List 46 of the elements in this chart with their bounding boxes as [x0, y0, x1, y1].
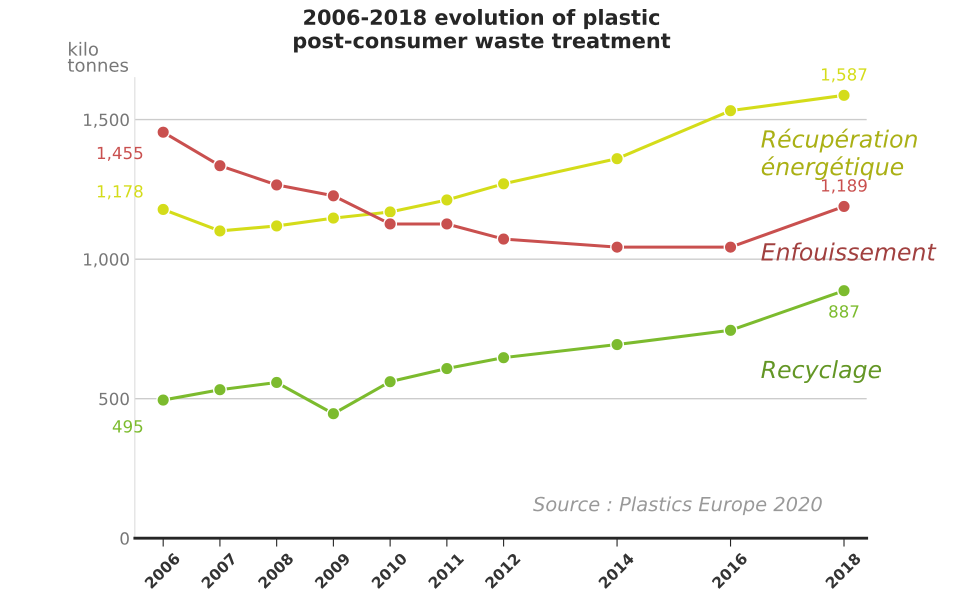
point	[440, 217, 454, 231]
point	[156, 393, 170, 408]
point	[156, 202, 170, 216]
point	[496, 176, 511, 191]
data-label: 495	[112, 420, 142, 433]
point	[270, 218, 284, 233]
point	[212, 158, 227, 173]
series-label: Enfouissement	[761, 242, 936, 261]
y-tick-label: 1,000	[84, 253, 129, 268]
data-label: 887	[829, 305, 858, 318]
data-label: 1,455	[98, 146, 142, 161]
series-label: Recyclage	[761, 360, 882, 383]
point	[724, 240, 738, 254]
point	[610, 338, 624, 352]
point	[440, 193, 454, 207]
point	[837, 199, 851, 214]
data-label: 1,587	[822, 68, 866, 82]
y-tick-label: 0	[120, 532, 129, 545]
y-tick-label: 1,500	[84, 114, 129, 128]
point	[496, 350, 511, 365]
point	[724, 104, 738, 118]
point	[212, 224, 227, 238]
point	[496, 232, 511, 246]
point	[326, 211, 340, 226]
point	[440, 362, 454, 376]
point	[837, 88, 851, 102]
point	[270, 178, 284, 192]
data-label: 1,189	[822, 179, 867, 194]
y-tick-label: 500	[99, 392, 129, 406]
y-axis-title: kilo tonnes	[68, 42, 128, 72]
point	[326, 188, 340, 203]
chart-title: 2006-2018 evolution of plastic post-consumer waste treatment	[294, 8, 670, 52]
point	[610, 152, 624, 166]
data-label: 1,178	[98, 185, 143, 200]
point	[270, 376, 284, 390]
point	[383, 205, 398, 219]
point	[837, 284, 851, 298]
point	[383, 217, 398, 231]
point	[610, 240, 624, 254]
point	[212, 382, 227, 397]
point	[383, 374, 398, 389]
point	[724, 323, 738, 338]
annotation: Source : Plastics Europe 2020	[533, 496, 822, 516]
point	[156, 125, 170, 140]
series-label: Récupération énergétique	[761, 128, 917, 180]
point	[326, 406, 340, 421]
